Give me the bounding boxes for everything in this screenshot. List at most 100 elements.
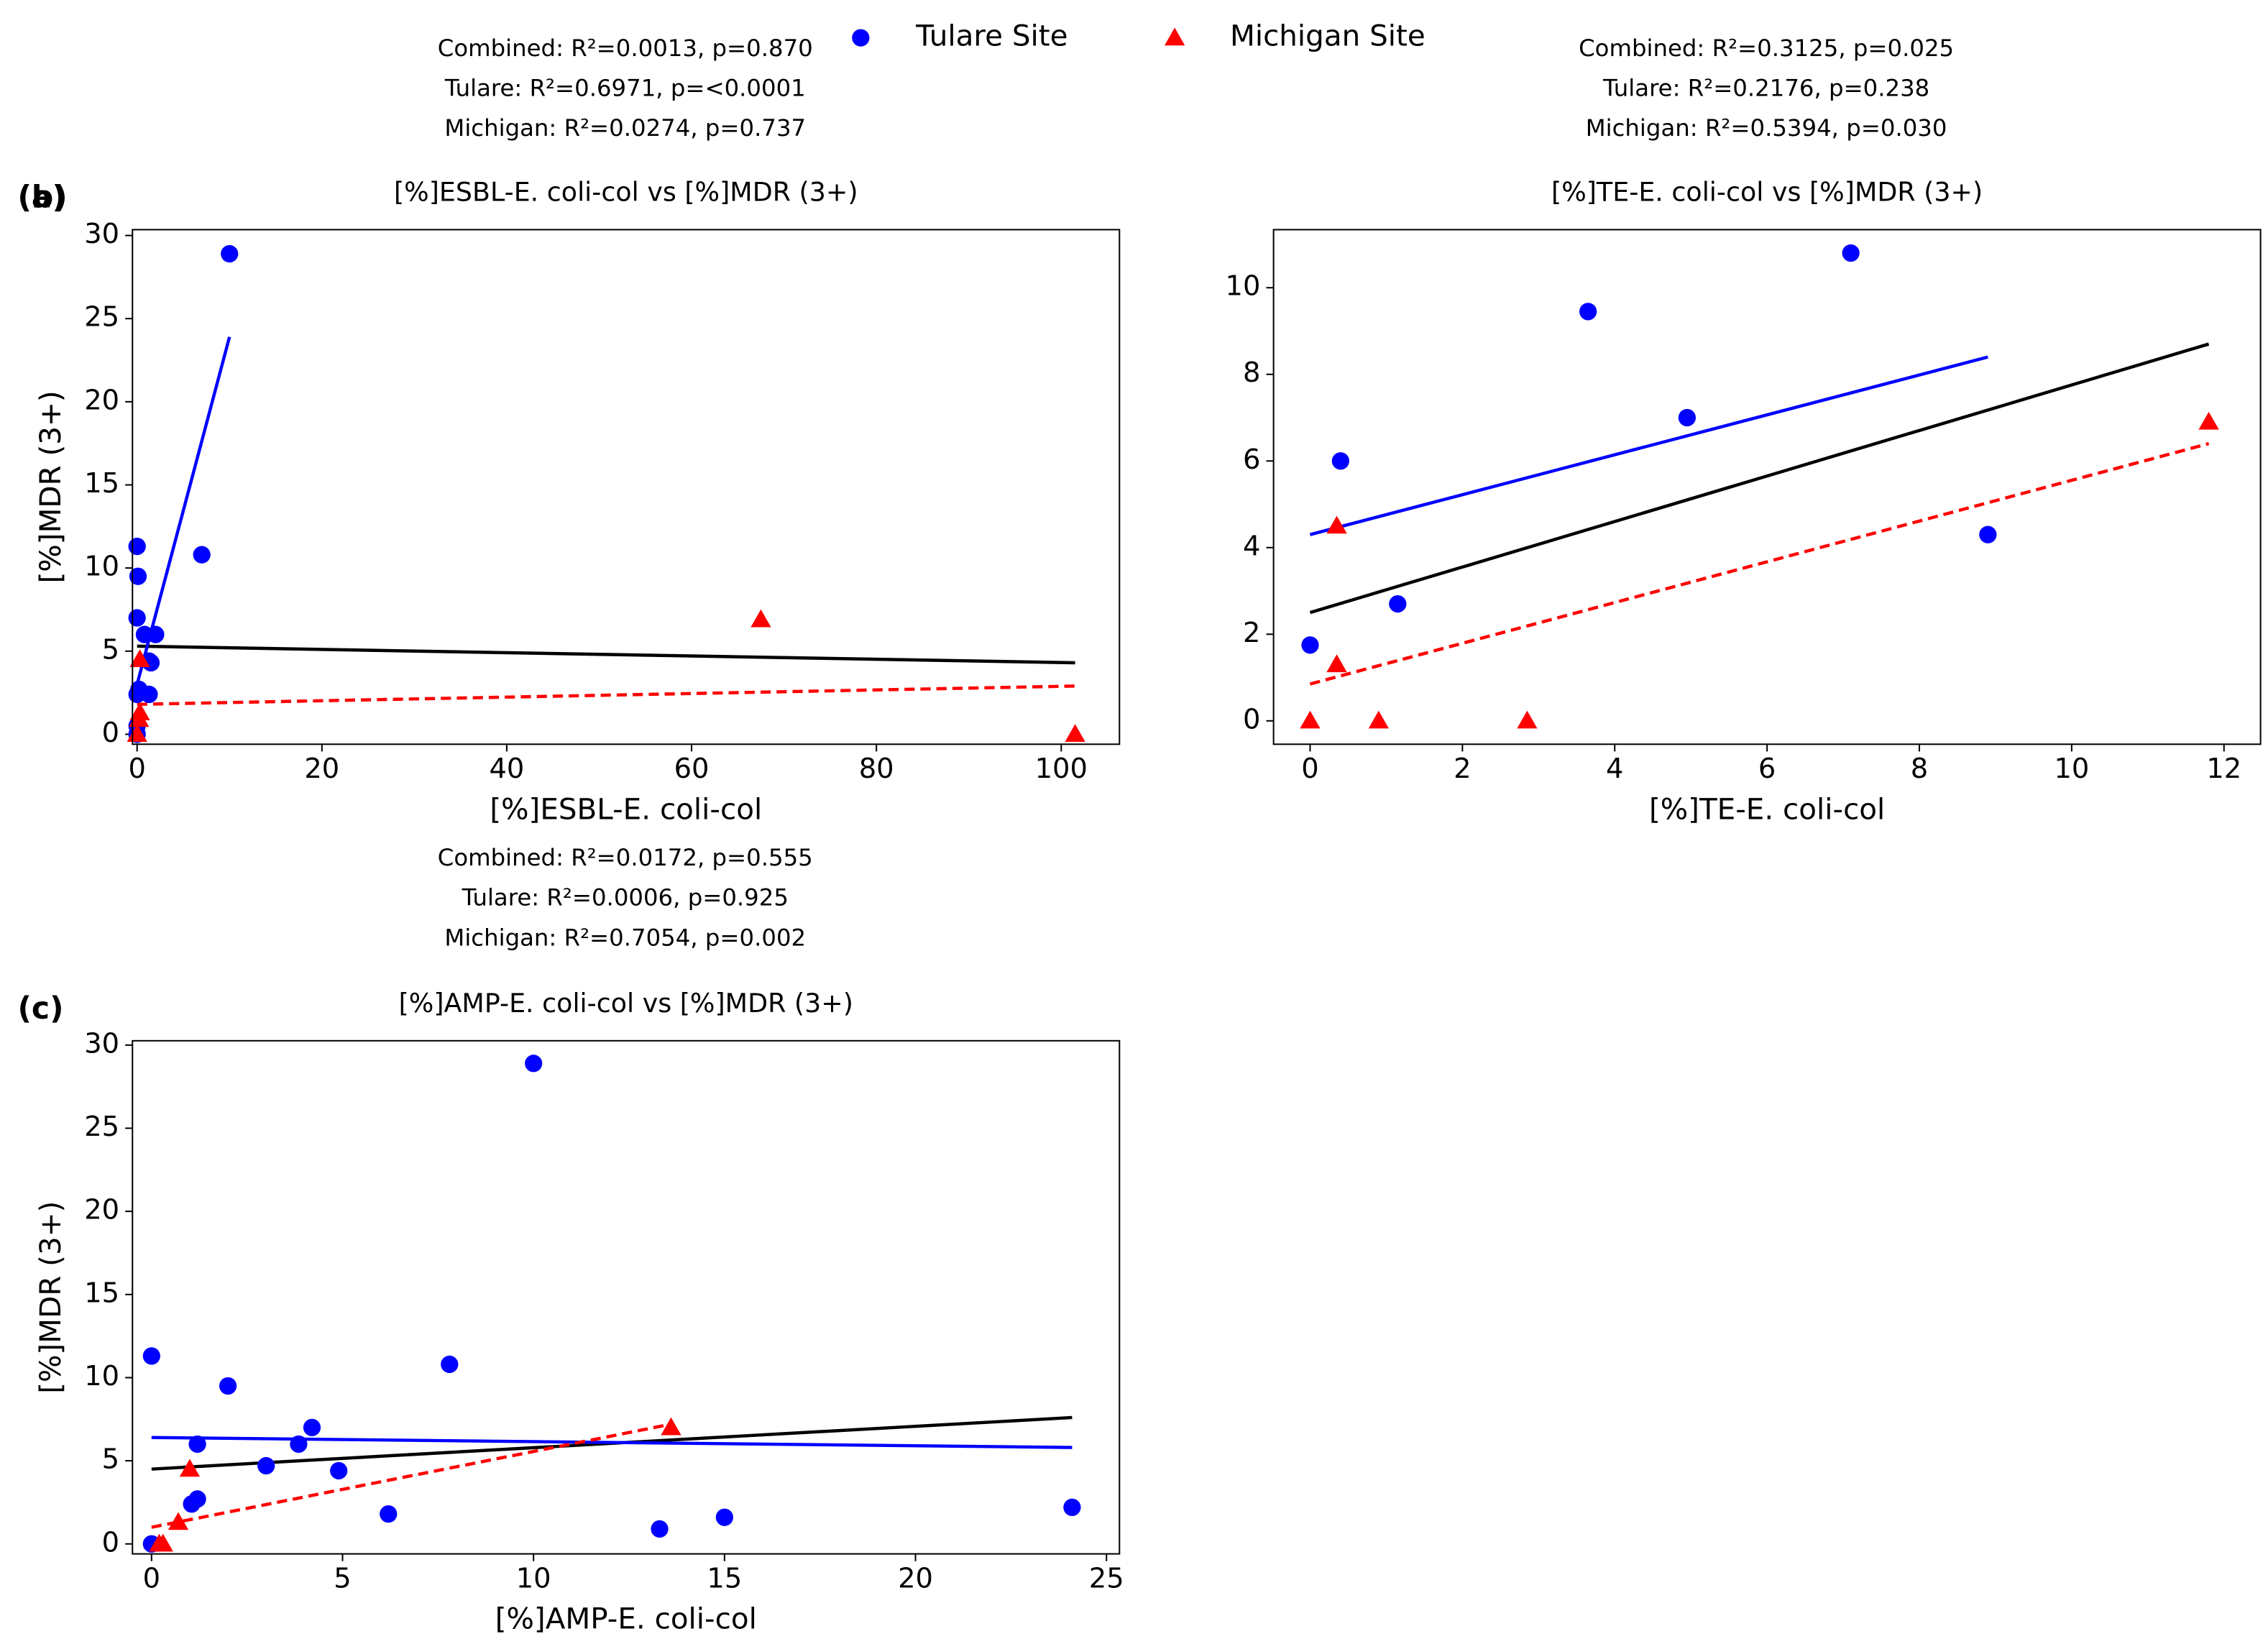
y-tick-label: 20	[84, 1194, 119, 1226]
y-tick-label: 25	[84, 301, 119, 334]
marker-circle	[1979, 525, 1997, 543]
stats-annotation: Tulare: R²=0.2176, p=0.238	[1602, 74, 1929, 101]
y-axis-label: [%]MDR (3+)	[33, 390, 68, 583]
y-tick-label: 6	[1243, 444, 1260, 476]
stats-annotation: Michigan: R²=0.0274, p=0.737	[444, 114, 806, 142]
stats-annotation: Michigan: R²=0.7054, p=0.002	[444, 924, 806, 951]
stats-annotation: Combined: R²=0.3125, p=0.025	[1579, 35, 1954, 62]
y-tick-label: 10	[1226, 270, 1261, 303]
x-tick-label: 10	[2054, 753, 2089, 785]
y-tick-label: 2	[1243, 617, 1260, 649]
marker-circle	[1063, 1498, 1081, 1516]
y-tick-label: 0	[102, 717, 119, 749]
legend-label: Michigan Site	[1230, 19, 1425, 53]
plot-frame	[132, 1039, 1121, 1555]
y-tick-label: 30	[84, 218, 119, 250]
y-tick-label: 5	[102, 1443, 119, 1476]
x-axis-label: [%]AMP-E. coli-col	[495, 1602, 757, 1636]
x-tick-label: 25	[1089, 1563, 1124, 1595]
marker-circle	[651, 1520, 669, 1538]
y-tick-label: 15	[84, 1277, 119, 1309]
marker-circle	[142, 653, 160, 672]
x-tick-label: 40	[489, 753, 524, 785]
marker-triangle	[129, 649, 150, 667]
marker-circle	[330, 1461, 348, 1480]
marker-circle	[380, 1505, 398, 1523]
marker-circle	[142, 1347, 160, 1365]
stats-annotation: Michigan: R²=0.5394, p=0.030	[1586, 114, 1947, 142]
marker-circle	[441, 1355, 459, 1374]
legend-marker	[852, 29, 870, 47]
x-tick-label: 20	[304, 753, 339, 785]
x-axis-label: [%]TE-E. coli-col	[1649, 791, 1885, 826]
stats-annotation: Combined: R²=0.0172, p=0.555	[438, 844, 813, 871]
y-tick-label: 30	[84, 1027, 119, 1060]
x-tick-label: 60	[674, 753, 710, 785]
regression-line	[151, 1423, 671, 1529]
marker-triangle	[1326, 515, 1347, 534]
x-tick-label: 100	[1035, 753, 1088, 785]
regression-line	[1309, 442, 2210, 686]
y-tick-label: 10	[84, 1360, 119, 1392]
marker-triangle	[2198, 411, 2219, 430]
marker-triangle	[1300, 710, 1321, 729]
x-tick-label: 4	[1606, 753, 1623, 785]
marker-triangle	[1517, 710, 1538, 729]
x-tick-label: 5	[334, 1563, 351, 1595]
marker-circle	[1389, 594, 1407, 613]
x-tick-label: 6	[1758, 753, 1776, 785]
x-tick-label: 0	[128, 753, 145, 785]
marker-circle	[129, 567, 147, 585]
marker-circle	[193, 546, 211, 564]
marker-triangle	[167, 1512, 189, 1530]
marker-circle	[257, 1456, 275, 1475]
x-tick-label: 80	[859, 753, 894, 785]
marker-circle	[221, 244, 239, 263]
marker-triangle	[661, 1417, 681, 1436]
y-tick-label: 5	[102, 633, 119, 666]
marker-triangle	[1065, 724, 1085, 743]
marker-circle	[128, 685, 146, 704]
plot-frame	[132, 229, 1121, 745]
chart-title: [%]AMP-E. coli-col vs [%]MDR (3+)	[399, 988, 853, 1019]
y-tick-label: 0	[102, 1526, 119, 1558]
x-tick-label: 15	[707, 1563, 742, 1595]
x-tick-label: 12	[2206, 753, 2241, 785]
x-tick-label: 0	[1301, 753, 1318, 785]
y-axis-label: [%]MDR (3+)	[33, 390, 68, 583]
marker-circle	[183, 1495, 201, 1513]
marker-triangle	[1326, 654, 1347, 673]
marker-triangle	[1368, 710, 1389, 729]
y-tick-label: 20	[84, 384, 119, 416]
marker-circle	[188, 1435, 206, 1454]
stats-annotation: Combined: R²=0.0013, p=0.870	[438, 35, 813, 62]
stats-annotation: Tulare: R²=0.0006, p=0.925	[462, 884, 789, 911]
marker-circle	[525, 1055, 543, 1073]
y-tick-label: 10	[84, 551, 119, 583]
marker-circle	[1331, 452, 1349, 470]
x-tick-label: 0	[143, 1563, 160, 1595]
x-tick-label: 8	[1911, 753, 1928, 785]
y-tick-label: 15	[84, 467, 119, 500]
legend-marker	[1164, 27, 1185, 46]
y-tick-label: 0	[1243, 703, 1260, 735]
x-axis-label: [%]ESBL-E. coli-col	[490, 791, 762, 826]
marker-triangle	[152, 1533, 173, 1552]
regression-line	[1309, 355, 1988, 536]
regression-line	[137, 644, 1075, 665]
x-tick-label: 20	[898, 1563, 933, 1595]
marker-circle	[1678, 408, 1697, 427]
plot-frame	[1272, 229, 2262, 745]
legend-label: Tulare Site	[915, 19, 1068, 53]
marker-circle	[128, 609, 146, 627]
regression-line	[151, 1436, 1073, 1449]
marker-circle	[1301, 636, 1319, 654]
y-axis-label: [%]MDR (3+)	[33, 1201, 68, 1394]
stats-annotation: Tulare: R²=0.6971, p=<0.0001	[444, 74, 806, 101]
marker-triangle	[129, 709, 150, 727]
x-tick-label: 10	[516, 1563, 551, 1595]
marker-triangle	[750, 609, 771, 628]
chart-title: [%]TE-E. coli-col vs [%]MDR (3+)	[1551, 176, 1983, 207]
marker-circle	[128, 537, 146, 556]
marker-circle	[290, 1435, 308, 1454]
